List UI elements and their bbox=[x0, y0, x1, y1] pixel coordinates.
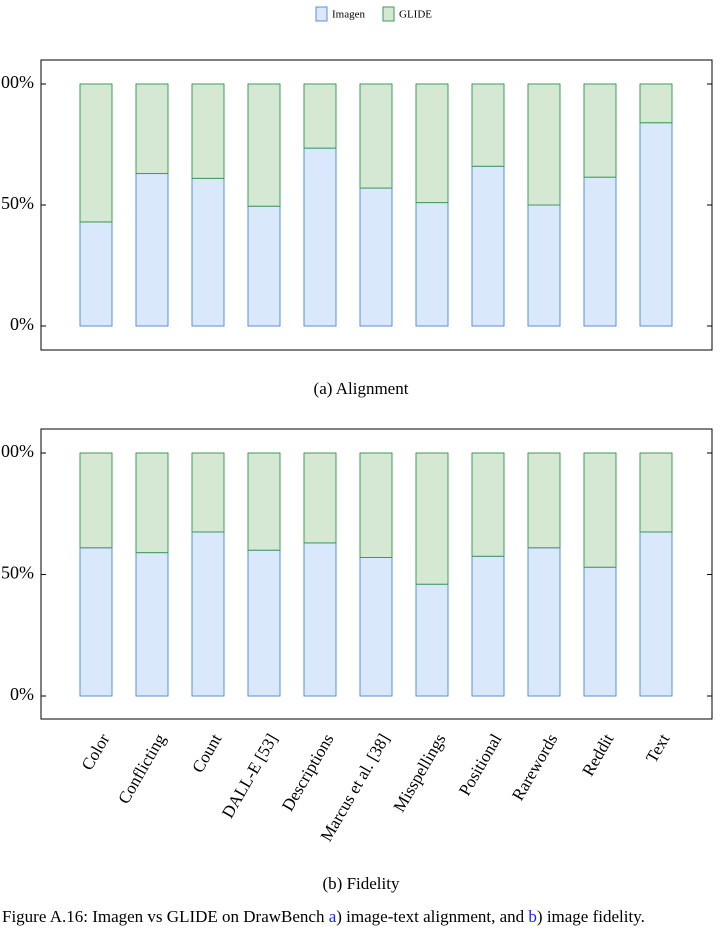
bar-segment bbox=[471, 165, 505, 327]
bar-segment bbox=[583, 452, 617, 568]
x-tick-label: Positional bbox=[455, 730, 506, 799]
bar-segment bbox=[79, 452, 113, 549]
bar-segment bbox=[527, 547, 561, 697]
bar-segment bbox=[303, 452, 337, 544]
bar-segment bbox=[247, 549, 281, 697]
bar-segment bbox=[191, 177, 225, 327]
x-tick-label: Text bbox=[642, 730, 674, 766]
bar-segment bbox=[303, 83, 337, 149]
x-tick-label: Descriptions bbox=[278, 731, 337, 815]
subplot-title: (a) Alignment bbox=[314, 379, 409, 398]
bar-segment bbox=[639, 83, 673, 124]
bar-segment bbox=[247, 83, 281, 207]
y-tick-label: 0% bbox=[10, 314, 34, 334]
x-tick-label: DALL-E [53] bbox=[218, 731, 281, 822]
legend-swatch bbox=[382, 6, 395, 22]
y-tick-label: 100% bbox=[0, 72, 34, 92]
caption-link: b bbox=[528, 907, 537, 926]
bar-segment bbox=[527, 83, 561, 206]
bar-segment bbox=[135, 173, 169, 327]
bar-segment bbox=[415, 202, 449, 327]
bar-segment bbox=[527, 204, 561, 327]
bar-segment bbox=[191, 83, 225, 179]
caption-text: Figure A.16: Imagen vs GLIDE on DrawBenc… bbox=[2, 907, 329, 926]
y-tick-label: 100% bbox=[0, 441, 34, 461]
bar-segment bbox=[79, 547, 113, 697]
bar-segment bbox=[135, 552, 169, 697]
x-tick-label: Rarewords bbox=[508, 731, 561, 804]
bar-segment bbox=[191, 531, 225, 697]
x-tick-label: Conflicting bbox=[114, 730, 169, 807]
x-tick-label: Misspellings bbox=[390, 731, 450, 816]
legend-label: GLIDE bbox=[399, 9, 432, 21]
x-tick-label: Color bbox=[78, 730, 114, 773]
bar-segment bbox=[359, 83, 393, 189]
x-tick-label: Count bbox=[188, 730, 225, 776]
bar-segment bbox=[415, 83, 449, 204]
bar-segment bbox=[471, 555, 505, 697]
y-tick-label: 0% bbox=[10, 684, 34, 704]
bar-segment bbox=[415, 452, 449, 585]
bar-segment bbox=[359, 187, 393, 327]
bar-segment bbox=[79, 221, 113, 327]
bar-segment bbox=[471, 83, 505, 167]
bar-segment bbox=[639, 531, 673, 697]
bar-segment bbox=[135, 452, 169, 554]
bar-segment bbox=[79, 83, 113, 223]
bar-segment bbox=[583, 176, 617, 327]
caption-text: ) image-text alignment, and bbox=[336, 907, 528, 926]
bar-segment bbox=[135, 83, 169, 175]
y-tick-label: 50% bbox=[1, 563, 34, 583]
x-tick-label: Reddit bbox=[578, 730, 617, 779]
bar-segment bbox=[583, 83, 617, 178]
subplot-title: (b) Fidelity bbox=[323, 874, 400, 893]
bar-segment bbox=[583, 566, 617, 697]
bar-segment bbox=[415, 583, 449, 697]
figure-caption: Figure A.16: Imagen vs GLIDE on DrawBenc… bbox=[2, 907, 645, 926]
bar-segment bbox=[359, 556, 393, 697]
bar-segment bbox=[639, 122, 673, 327]
legend-label: Imagen bbox=[332, 9, 365, 21]
caption-link: a bbox=[329, 907, 337, 926]
bar-segment bbox=[303, 147, 337, 327]
legend-swatch bbox=[315, 6, 328, 22]
bar-segment bbox=[247, 205, 281, 327]
bar-segment bbox=[471, 452, 505, 557]
bar-segment bbox=[639, 452, 673, 533]
caption-text: ) image fidelity. bbox=[537, 907, 645, 926]
bar-segment bbox=[527, 452, 561, 549]
bar-segment bbox=[191, 452, 225, 533]
y-tick-label: 50% bbox=[1, 193, 34, 213]
bar-segment bbox=[303, 542, 337, 697]
bar-segment bbox=[359, 452, 393, 558]
bar-segment bbox=[247, 452, 281, 551]
